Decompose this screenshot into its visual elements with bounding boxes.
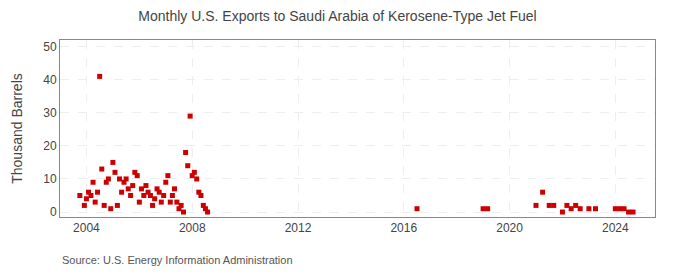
svg-text:10: 10 <box>43 172 57 186</box>
svg-text:2016: 2016 <box>390 221 417 235</box>
svg-text:50: 50 <box>43 40 57 54</box>
svg-text:20: 20 <box>43 139 57 153</box>
svg-text:30: 30 <box>43 106 57 120</box>
svg-text:Thousand Barrels: Thousand Barrels <box>9 73 25 184</box>
svg-text:Monthly U.S. Exports to Saudi: Monthly U.S. Exports to Saudi Arabia of … <box>138 8 536 24</box>
svg-text:0: 0 <box>50 205 57 219</box>
svg-text:2012: 2012 <box>285 221 312 235</box>
svg-text:2004: 2004 <box>73 221 100 235</box>
svg-text:2020: 2020 <box>496 221 523 235</box>
svg-text:2024: 2024 <box>602 221 629 235</box>
svg-text:40: 40 <box>43 73 57 87</box>
svg-text:Source: U.S. Energy Informatio: Source: U.S. Energy Information Administ… <box>62 254 293 266</box>
svg-text:2008: 2008 <box>179 221 206 235</box>
